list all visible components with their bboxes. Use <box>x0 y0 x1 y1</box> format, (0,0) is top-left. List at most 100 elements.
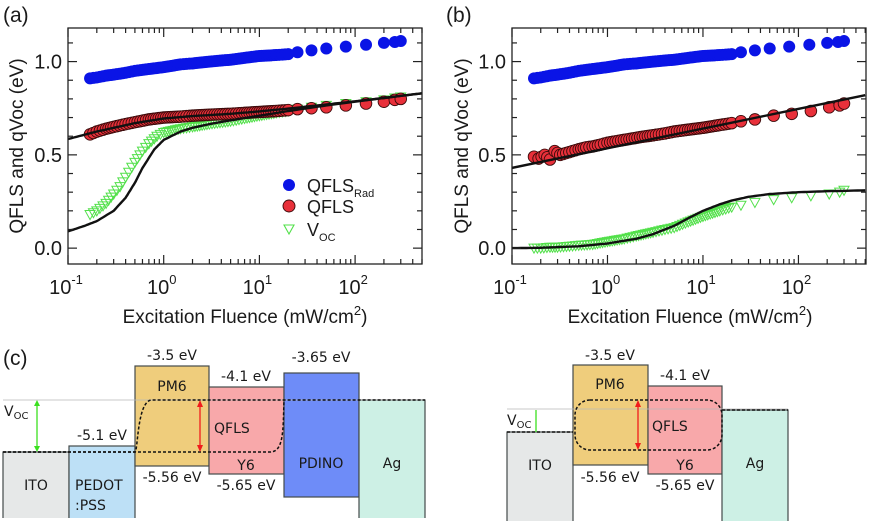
pdino-lumo-label: -3.65 eV <box>292 350 351 366</box>
data-point <box>673 220 686 232</box>
pdino-label: PDINO <box>299 456 344 472</box>
series-group <box>68 35 422 233</box>
data-point <box>716 205 729 216</box>
x-tick-labels-b: 10-1 100 101 102 <box>493 272 811 299</box>
x-tick-label: 101 <box>686 272 715 299</box>
ito-label-left: ITO <box>24 478 48 494</box>
layer-pm6-right <box>572 364 649 466</box>
layer-ag <box>358 399 426 528</box>
pm6-homo-label-left: -5.56 eV <box>143 470 202 486</box>
pm6-label-right: PM6 <box>595 377 625 393</box>
x-tick-label: 100 <box>591 272 620 299</box>
legend-marker <box>283 224 295 236</box>
series-qfls-rad <box>84 35 407 85</box>
panel-label-c: (c) <box>3 347 28 370</box>
data-point <box>671 222 683 233</box>
series-qfls-fit <box>512 94 866 170</box>
data-point <box>803 38 816 51</box>
data-point <box>172 124 184 136</box>
y6-lumo-label-left: -4.1 eV <box>221 369 271 385</box>
data-point <box>735 200 747 212</box>
data-point <box>725 48 738 61</box>
legend-marker <box>283 179 295 191</box>
data-point <box>711 207 724 218</box>
pedot-energy-label: -5.1 eV <box>77 428 127 444</box>
series-voc-fit <box>512 189 866 250</box>
y6-label-right: Y6 <box>675 458 694 474</box>
pm6-lumo-label-right: -3.5 eV <box>585 348 635 364</box>
data-point <box>699 211 712 222</box>
x-axis-label-close-b: ) <box>806 307 812 328</box>
data-point <box>713 206 726 217</box>
data-point <box>291 46 304 59</box>
data-point <box>627 232 640 243</box>
data-point <box>833 187 846 199</box>
panel-label-a: (a) <box>3 4 29 27</box>
series-voc-fit <box>68 92 422 233</box>
axis-ticks-a <box>67 28 423 264</box>
data-point <box>125 162 138 174</box>
y-tick-label: 1.0 <box>34 52 62 74</box>
qfls-arrowhead-top-right <box>635 400 641 407</box>
fit-line <box>512 189 866 250</box>
x-axis-label-a: Excitation Fluence (mW/cm2) <box>123 303 368 328</box>
layer-ag-right <box>721 409 789 528</box>
data-point <box>105 192 117 204</box>
data-point <box>697 211 709 223</box>
data-point <box>154 129 167 141</box>
data-point <box>749 197 761 209</box>
axis-ticks-b <box>511 28 866 264</box>
legend-entry: VOC <box>283 220 336 244</box>
plot-area-a <box>68 35 422 233</box>
y-axis-label-a: QFLS and qVoc (eV) <box>7 58 28 233</box>
series-qfls-rad <box>528 35 850 85</box>
qfls-label-right: QFLS <box>652 419 688 435</box>
voc-label-left: VOC <box>4 404 28 422</box>
legend-entry: QFLS <box>282 197 354 217</box>
qfls-arrowhead-bottom-right <box>635 443 641 450</box>
data-point <box>763 42 776 55</box>
data-point <box>821 36 834 49</box>
legend-label: VOC <box>307 220 336 244</box>
x-tick-label: 102 <box>338 272 367 299</box>
y-tick-label: 0.5 <box>478 145 506 167</box>
y-tick-label: 1.0 <box>478 52 506 74</box>
x-axis-label-sup-a: 2 <box>354 303 361 318</box>
data-point <box>725 202 738 214</box>
data-point <box>767 195 780 206</box>
x-axis-label-text-a: Excitation Fluence (mW/cm <box>123 307 354 328</box>
layer-ito <box>2 451 70 528</box>
band-diagram-left: VOC QFLS ITO PEDOT :PSS -5.1 eV PM6 -3.5… <box>0 348 430 528</box>
data-point <box>837 35 850 48</box>
legend-entry: QFLSRad <box>283 176 374 200</box>
x-tick-label: 101 <box>243 272 272 299</box>
data-point <box>119 172 132 184</box>
panel-label-b: (b) <box>446 4 472 27</box>
plot-area-b <box>512 35 866 255</box>
voc-arrowhead-bottom-left <box>34 446 40 452</box>
data-point <box>360 38 373 51</box>
data-point <box>102 195 115 207</box>
pedot-label-line1: PEDOT <box>75 478 123 494</box>
data-point <box>145 136 158 148</box>
data-point <box>783 40 796 53</box>
data-point <box>709 207 721 219</box>
data-point <box>282 48 295 61</box>
y-tick-labels-b: 0.0 0.5 1.0 <box>478 52 506 261</box>
y6-homo-label-left: -5.65 eV <box>217 478 276 494</box>
data-point <box>624 232 637 244</box>
y6-label-left: Y6 <box>236 458 255 474</box>
x-axis-label-text-b: Excitation Fluence (mW/cm <box>568 307 799 328</box>
pm6-label-left: PM6 <box>157 379 187 395</box>
y-tick-labels-a: 0.0 0.5 1.0 <box>34 52 62 261</box>
x-tick-label: 10-1 <box>493 272 527 299</box>
data-point <box>84 210 96 221</box>
pm6-lumo-label-left: -3.5 eV <box>147 348 197 364</box>
y-tick-label: 0.0 <box>478 238 506 260</box>
ito-label-right: ITO <box>528 458 552 474</box>
data-point <box>305 44 318 57</box>
ag-label-left: Ag <box>383 456 401 472</box>
x-tick-label: 100 <box>147 272 176 299</box>
